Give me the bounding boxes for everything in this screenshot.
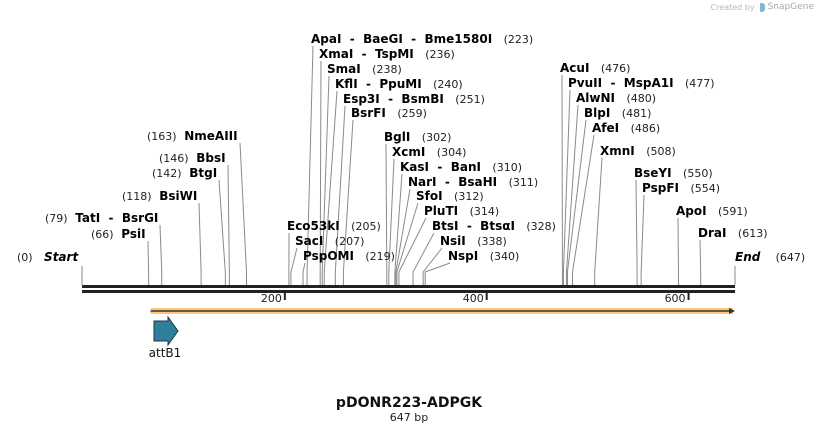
cut-site-line <box>385 143 388 285</box>
attb1-arrow-icon <box>153 315 179 347</box>
restriction-site-label[interactable]: BsrFI (259) <box>351 106 427 120</box>
end-label[interactable]: End (647) <box>735 250 806 264</box>
restriction-site-label[interactable]: BlpI (481) <box>584 106 652 120</box>
snapgene-credit: Created by SnapGene <box>711 2 814 12</box>
restriction-site-label[interactable]: SacI (207) <box>295 234 365 248</box>
restriction-site-label[interactable]: PluTI (314) <box>424 204 500 218</box>
cut-site-line <box>565 104 579 285</box>
cut-site-line <box>566 119 587 285</box>
restriction-site-label[interactable]: (118) BsiWI <box>122 189 198 203</box>
cut-site-line <box>594 157 603 285</box>
backbone-bottom-strand <box>82 290 735 293</box>
cut-site-line <box>198 202 202 285</box>
cut-site-line <box>424 262 451 285</box>
cut-site-line <box>412 232 435 285</box>
restriction-site-label[interactable]: (146) BbsI <box>159 151 226 165</box>
restriction-site-label[interactable]: Esp3I - BsmBI (251) <box>343 92 485 106</box>
restriction-site-label[interactable]: (163) NmeAIII <box>147 129 238 143</box>
restriction-site-label[interactable]: ApaI - BaeGI - Bme1580I (223) <box>311 32 534 46</box>
restriction-site-label[interactable]: XcmI (304) <box>392 145 467 159</box>
ruler-tick <box>283 293 286 300</box>
cut-site-line <box>306 45 314 285</box>
cut-site-line <box>562 89 571 285</box>
restriction-site-label[interactable]: NspI (340) <box>448 249 520 263</box>
restriction-site-label[interactable]: (79) TatI - BsrGI <box>45 211 159 225</box>
cut-site-line <box>572 134 595 285</box>
restriction-site-label[interactable]: NarI - BsaHI (311) <box>408 175 539 189</box>
ruler-tick-label: 400 <box>463 292 484 305</box>
cut-site-line <box>395 188 411 285</box>
cut-site-line <box>640 194 645 285</box>
restriction-site-label[interactable]: KflI - PpuMI (240) <box>335 77 463 91</box>
restriction-site-label[interactable]: NsiI (338) <box>440 234 507 248</box>
cut-site-line <box>290 247 298 285</box>
start-label[interactable]: (0) Start <box>17 250 79 264</box>
restriction-site-label[interactable]: BtsI - BtsαI (328) <box>432 219 556 233</box>
cut-site-line <box>159 224 163 285</box>
attb1-label: attB1 <box>149 346 182 360</box>
restriction-site-label[interactable]: ApoI (591) <box>676 204 748 218</box>
restriction-site-label[interactable]: PspFI (554) <box>642 181 721 195</box>
orf-arrowhead-icon <box>729 308 735 314</box>
restriction-site-label[interactable]: AlwNI (480) <box>576 91 657 105</box>
restriction-site-label[interactable]: PvuII - MspA1I (477) <box>568 76 715 90</box>
credit-prefix: Created by <box>710 2 755 12</box>
map-length: 647 bp <box>389 411 429 424</box>
restriction-site-label[interactable]: BseYI (550) <box>634 166 713 180</box>
cut-site-line <box>394 173 403 285</box>
restriction-site-label[interactable]: (142) BtgI <box>152 166 218 180</box>
restriction-site-label[interactable]: DraI (613) <box>698 226 768 240</box>
restriction-site-label[interactable]: AfeI (486) <box>592 121 661 135</box>
cut-site-line <box>321 75 330 285</box>
cut-site-line <box>396 202 419 285</box>
restriction-site-label[interactable]: AcuI (476) <box>560 61 631 75</box>
restriction-site-label[interactable]: SmaI (238) <box>327 62 402 76</box>
restriction-site-label[interactable]: XmaI - TspMI (236) <box>319 47 455 61</box>
cut-site-line <box>218 179 226 285</box>
restriction-site-label[interactable]: Eco53kI (205) <box>287 219 381 233</box>
cut-site-line <box>323 90 338 285</box>
backbone-top-strand <box>82 285 735 288</box>
snapgene-logo-icon <box>759 2 765 12</box>
credit-brand: SnapGene <box>767 2 814 12</box>
cut-site-line <box>635 179 638 285</box>
cut-site-line <box>388 158 395 285</box>
cut-site-line <box>239 142 248 285</box>
restriction-site-label[interactable]: (66) PsiI <box>91 227 146 241</box>
cut-site-line <box>334 105 346 285</box>
cut-site-line <box>302 262 306 285</box>
map-title: pDONR223-ADPGK <box>335 395 483 411</box>
restriction-site-label[interactable]: PspOMI (219) <box>303 249 395 263</box>
cut-site-line <box>319 60 322 285</box>
cut-site-line <box>398 217 427 285</box>
ruler-tick <box>687 293 690 300</box>
cut-site-line <box>422 247 443 285</box>
ruler-tick-label: 600 <box>665 292 686 305</box>
cut-site-line <box>342 119 354 285</box>
restriction-site-label[interactable]: KasI - BanI (310) <box>400 160 522 174</box>
cut-site-line <box>699 239 702 285</box>
cut-site-line <box>147 240 150 285</box>
ruler-tick <box>485 293 488 300</box>
restriction-site-label[interactable]: BglI (302) <box>384 130 452 144</box>
ruler-tick-label: 200 <box>261 292 282 305</box>
cut-site-line <box>227 164 230 285</box>
restriction-site-label[interactable]: XmnI (508) <box>600 144 676 158</box>
restriction-site-label[interactable]: SfoI (312) <box>416 189 484 203</box>
